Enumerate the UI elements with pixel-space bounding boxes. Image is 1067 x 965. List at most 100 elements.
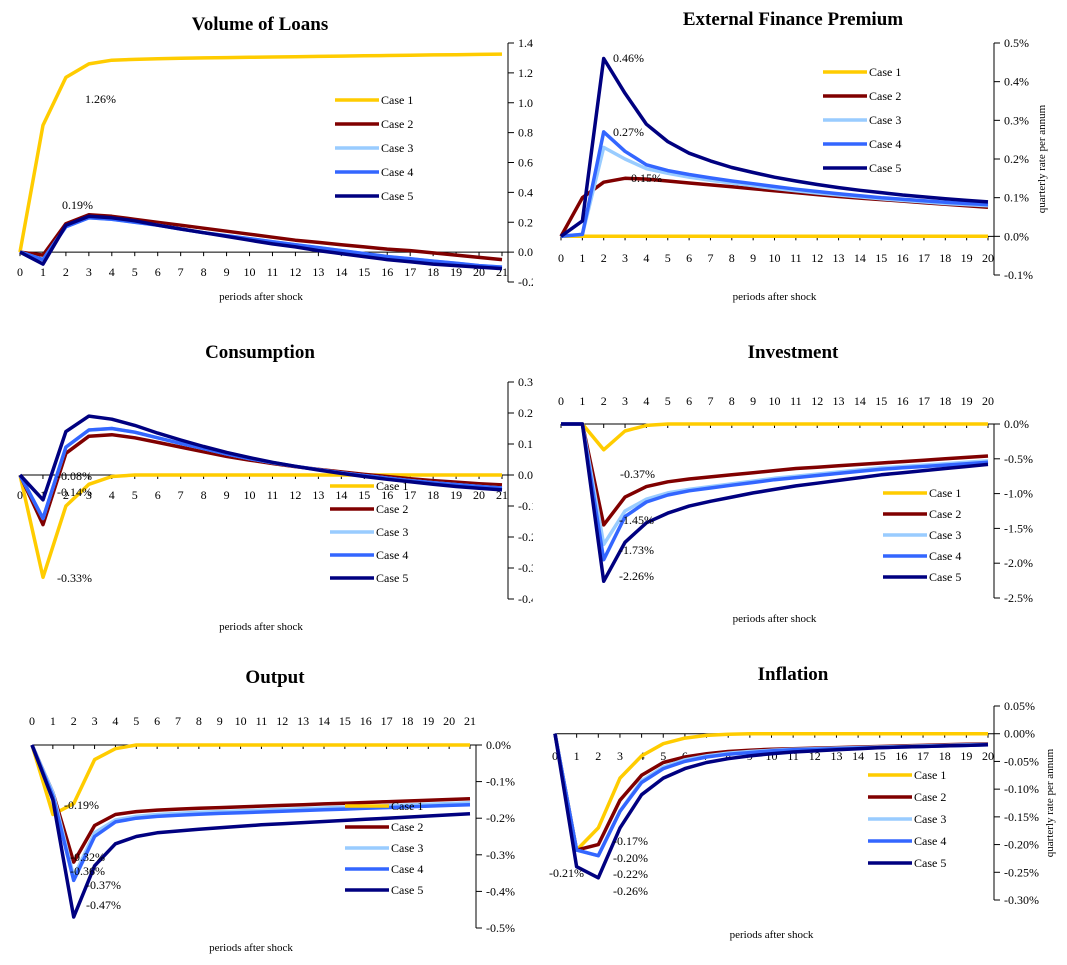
x-tick-label: 10 xyxy=(244,488,256,502)
x-tick-label: 7 xyxy=(707,251,713,265)
legend-label: Case 2 xyxy=(381,117,413,131)
x-tick-label: 17 xyxy=(918,251,930,265)
data-label: -0.32% xyxy=(70,850,105,864)
x-tick-label: 7 xyxy=(175,714,181,728)
x-axis-label: periods after shock xyxy=(733,291,817,303)
x-tick-label: 16 xyxy=(897,394,909,408)
y-tick-label: -0.1% xyxy=(486,775,515,789)
chart-title: Output xyxy=(245,667,305,688)
legend-label: Case 2 xyxy=(914,790,946,804)
x-tick-label: 21 xyxy=(496,488,508,502)
legend-label: Case 3 xyxy=(914,812,946,826)
legend-label: Case 5 xyxy=(929,570,961,584)
y-tick-label: -0.1% xyxy=(518,499,533,513)
x-tick-label: 2 xyxy=(595,749,601,763)
x-tick-label: 5 xyxy=(132,265,138,279)
legend-label: Case 4 xyxy=(914,834,946,848)
x-tick-label: 0 xyxy=(558,251,564,265)
y-tick-label: -0.4% xyxy=(486,884,515,898)
series-line-case-1 xyxy=(561,422,988,452)
series-line-case-2 xyxy=(561,422,989,527)
series-line-case-3 xyxy=(30,744,471,879)
x-tick-label: 0 xyxy=(29,714,35,728)
series-line-case-4 xyxy=(560,130,989,239)
legend: Case 1 Case 2 Case 3 Case 4 Case 5 xyxy=(335,93,413,203)
legend: Case 1 Case 2 Case 3 Case 4 Case 5 xyxy=(823,65,901,175)
x-tick-label: 1 xyxy=(40,265,46,279)
x-tick-label: 13 xyxy=(833,394,845,408)
x-tick-label: 9 xyxy=(224,265,230,279)
y-tick-label: -0.5% xyxy=(1004,452,1033,466)
x-tick-label: 14 xyxy=(852,749,864,763)
x-tick-label: 7 xyxy=(178,488,184,502)
x-tick-label: 7 xyxy=(707,394,713,408)
x-axis-label: periods after shock xyxy=(730,929,814,941)
series-line-case-5 xyxy=(19,214,503,271)
x-tick-label: 1 xyxy=(579,251,585,265)
x-tick-label: 3 xyxy=(86,265,92,279)
x-tick-label: 15 xyxy=(874,749,886,763)
chart-panel-2: External Finance Premium -0.1% 0.0% 0.1% 0.2… xyxy=(558,9,1048,303)
x-tick-label: 15 xyxy=(358,488,370,502)
x-tick-label: 17 xyxy=(404,488,416,502)
x-tick-label: 3 xyxy=(617,749,623,763)
data-label: -1.45% xyxy=(619,513,654,527)
y-tick-label: 0.0% xyxy=(518,468,533,482)
chart-title: Consumption xyxy=(205,342,315,363)
legend-label: Case 1 xyxy=(869,65,901,79)
x-tick-label: 8 xyxy=(729,251,735,265)
x-tick-label: 15 xyxy=(339,714,351,728)
y-tick-label: -0.25% xyxy=(1004,865,1039,879)
x-tick-label: 3 xyxy=(622,394,628,408)
chart-title: Inflation xyxy=(758,664,829,685)
data-label: -0.37% xyxy=(86,878,121,892)
x-tick-label: 11 xyxy=(267,488,279,502)
legend-label: Case 5 xyxy=(914,856,946,870)
data-label: -0.21% xyxy=(549,866,584,880)
x-tick-label: 10 xyxy=(769,394,781,408)
x-tick-label: 14 xyxy=(318,714,330,728)
legend-label: Case 4 xyxy=(376,548,408,562)
x-axis-label: periods after shock xyxy=(733,613,817,625)
series-line-case-5 xyxy=(561,422,989,584)
x-tick-label: 1 xyxy=(50,714,56,728)
x-tick-label: 18 xyxy=(401,714,413,728)
x-tick-label: 9 xyxy=(224,488,230,502)
legend-label: Case 5 xyxy=(391,883,423,897)
x-tick-label: 4 xyxy=(643,251,649,265)
x-tick-label: 3 xyxy=(622,251,628,265)
legend: Case 1 Case 2 Case 3 Case 4 Case 5 xyxy=(330,479,408,585)
legend-label: Case 2 xyxy=(391,820,423,834)
legend-label: Case 2 xyxy=(376,502,408,516)
x-tick-label: 13 xyxy=(830,749,842,763)
y-tick-label: 0.1% xyxy=(518,437,533,451)
chart-panel-1: Volume of Loans -0.2% 0.0% 0.2% 0.4% 0.6% 0.8%… xyxy=(17,14,533,303)
x-axis-label: periods after shock xyxy=(219,291,303,303)
data-label: -0.47% xyxy=(86,898,121,912)
series-line-case-2 xyxy=(30,744,471,864)
x-tick-label: 8 xyxy=(729,394,735,408)
x-tick-label: 19 xyxy=(961,251,973,265)
data-label: -0.36% xyxy=(70,864,105,878)
data-label: -2.26% xyxy=(619,569,654,583)
x-tick-label: 16 xyxy=(381,488,393,502)
series-line-case-5 xyxy=(18,414,503,502)
x-tick-label: 12 xyxy=(289,488,301,502)
y-tick-label: 0.2% xyxy=(518,406,533,420)
legend-label: Case 4 xyxy=(391,862,423,876)
legend-label: Case 4 xyxy=(929,549,961,563)
y-tick-label: 1.2% xyxy=(518,66,533,80)
data-label: -0.20% xyxy=(613,851,648,865)
legend-label: Case 1 xyxy=(914,768,946,782)
x-tick-label: 5 xyxy=(660,749,666,763)
x-tick-label: 14 xyxy=(335,265,347,279)
data-label: 0.27% xyxy=(613,125,644,139)
y-tick-label: 0.00% xyxy=(1004,727,1035,741)
series-line-case-5 xyxy=(553,733,989,880)
x-tick-label: 8 xyxy=(196,714,202,728)
x-tick-label: 19 xyxy=(450,265,462,279)
y-tick-label: 0.0% xyxy=(1004,229,1029,243)
series-line-case-4 xyxy=(561,422,989,562)
chart-panel-3: Consumption -0.4% -0.3% -0.2% -0.1% 0.0% 0.1% 0… xyxy=(17,342,533,633)
x-tick-label: 8 xyxy=(725,749,731,763)
